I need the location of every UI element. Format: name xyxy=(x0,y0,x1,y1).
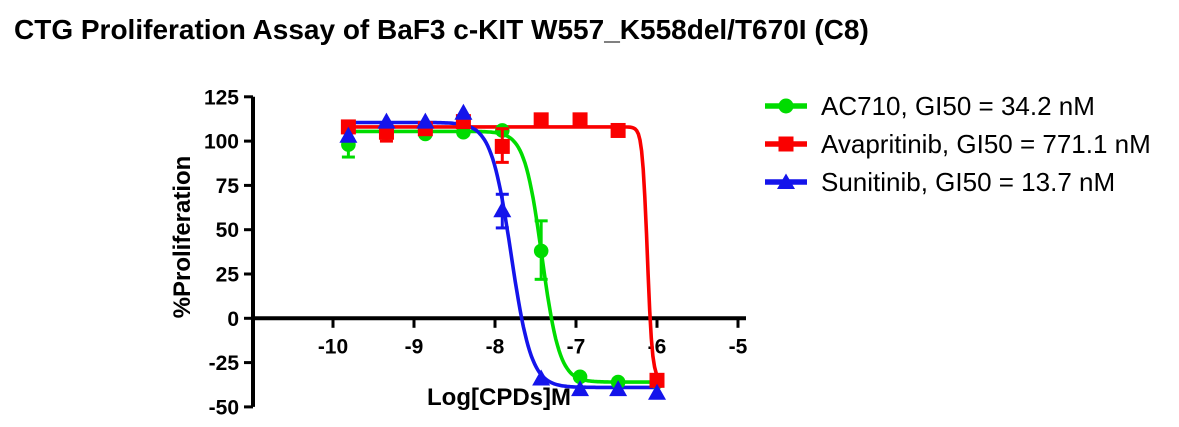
data-point-circle xyxy=(572,369,588,385)
legend-item-label: Avapritinib, GI50 = 771.1 nM xyxy=(821,128,1151,159)
legend: AC710, GI50 = 34.2 nM Avapritinib, GI50 … xyxy=(764,87,1151,201)
legend-item-avapritinib: Avapritinib, GI50 = 771.1 nM xyxy=(764,125,1151,163)
data-point-triangle xyxy=(377,112,396,129)
y-tick-label: 50 xyxy=(216,219,239,242)
y-tick-label: 0 xyxy=(227,308,239,331)
legend-item-label: Sunitinib, GI50 = 13.7 nM xyxy=(821,166,1116,197)
y-tick-label: 100 xyxy=(204,131,239,154)
x-tick-label: -10 xyxy=(318,335,348,358)
x-tick-labels: -10 -9 -8 -7 -6 -5 xyxy=(318,318,748,358)
series-sunitinib xyxy=(339,103,666,400)
x-tick-label: -9 xyxy=(405,335,424,358)
y-tick-label: 25 xyxy=(216,264,240,287)
y-tick-label: 125 xyxy=(204,86,239,109)
data-point-square xyxy=(494,138,510,154)
x-tick-label: -5 xyxy=(729,335,748,358)
chart-title: CTG Proliferation Assay of BaF3 c-KIT W5… xyxy=(14,14,869,45)
data-point-triangle xyxy=(609,380,628,397)
legend-marker-triangle-icon xyxy=(765,173,807,189)
y-tick-label: 75 xyxy=(216,175,240,198)
data-point-triangle xyxy=(648,383,666,400)
data-point-circle xyxy=(533,243,549,259)
data-point-square xyxy=(533,112,549,128)
y-tick-label: -25 xyxy=(209,352,240,375)
y-axis-label: %Proliferation xyxy=(169,155,196,319)
x-tick-label: -7 xyxy=(567,335,586,358)
data-point-triangle xyxy=(454,103,473,120)
legend-marker-square-icon xyxy=(765,136,807,152)
legend-item-ac710: AC710, GI50 = 34.2 nM xyxy=(764,87,1151,125)
y-tick-label: -50 xyxy=(209,396,239,419)
data-point-square xyxy=(649,372,665,388)
legend-marker-circle-icon xyxy=(765,98,807,114)
y-tick-labels: 125 100 75 50 25 0 -25 -50 xyxy=(204,86,253,419)
x-axis-label: Log[CPDs]M xyxy=(427,384,571,411)
data-point-triangle xyxy=(532,369,551,386)
data-point-triangle xyxy=(493,201,512,218)
legend-item-label: AC710, GI50 = 34.2 nM xyxy=(821,90,1095,121)
data-point-triangle xyxy=(571,380,590,397)
data-point-square xyxy=(610,122,626,138)
legend-item-sunitinib: Sunitinib, GI50 = 13.7 nM xyxy=(764,163,1151,201)
x-tick-label: -8 xyxy=(486,335,505,358)
data-point-triangle xyxy=(339,126,358,143)
axes xyxy=(251,96,746,407)
data-point-square xyxy=(572,112,588,128)
data-point-triangle xyxy=(416,112,435,129)
